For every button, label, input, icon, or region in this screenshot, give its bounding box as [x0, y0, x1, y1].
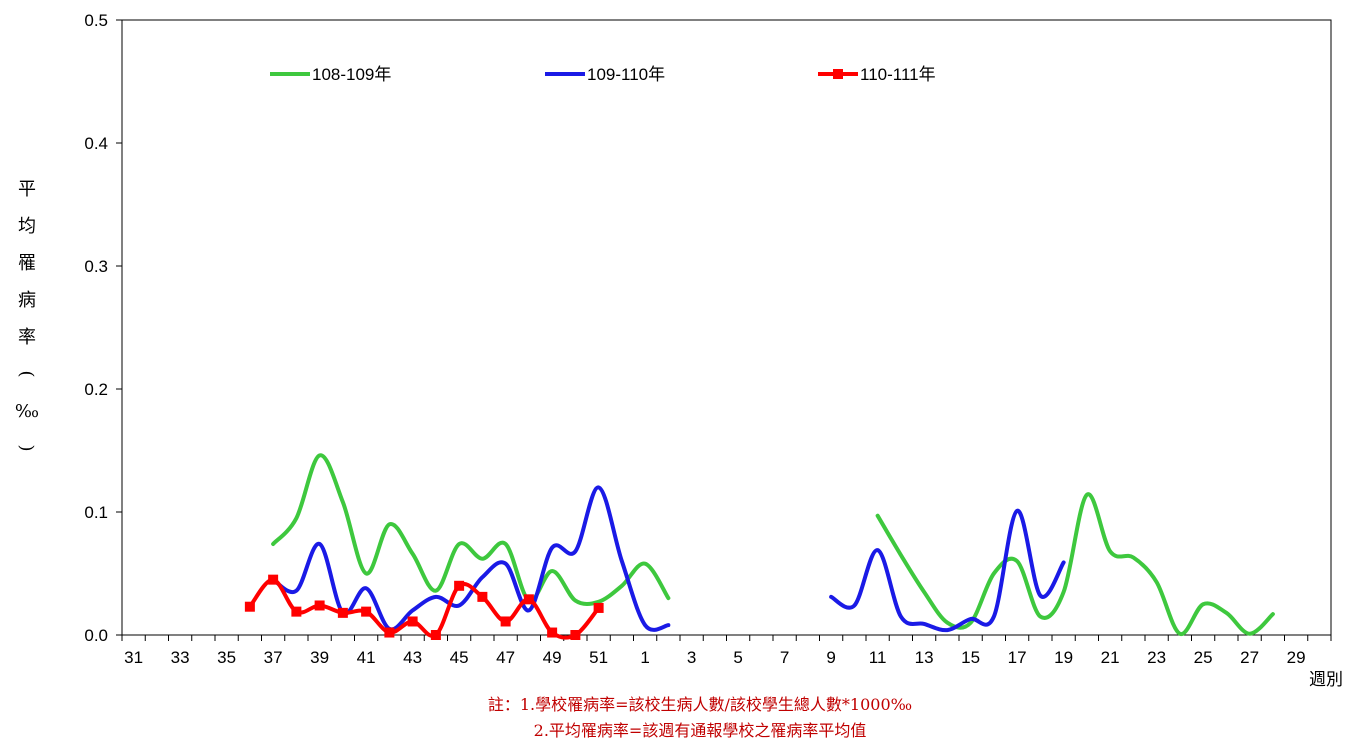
- x-tick-label: 27: [1240, 648, 1259, 667]
- x-tick-label: 45: [450, 648, 469, 667]
- data-point-marker: [593, 602, 604, 613]
- x-tick-label: 43: [403, 648, 422, 667]
- y-axis-label-char: 罹: [18, 253, 36, 274]
- x-tick-label: 51: [589, 648, 608, 667]
- data-point-marker: [314, 600, 325, 611]
- x-tick-label: 31: [124, 648, 143, 667]
- x-tick-label: 3: [687, 648, 696, 667]
- y-axis-label-char: (: [16, 370, 37, 377]
- legend: 108-109年 109-110年 110-111年: [270, 65, 936, 84]
- y-axis-label-char: ‰: [15, 401, 39, 422]
- x-tick-label: 35: [217, 648, 236, 667]
- y-axis-label-char: 均: [18, 216, 36, 237]
- series-lines: [244, 453, 1275, 640]
- series-3: [244, 574, 604, 640]
- x-tick-label: 21: [1101, 648, 1120, 667]
- series-line: [829, 508, 1066, 633]
- legend-label: 109-110年: [587, 65, 665, 84]
- footnote-line-2: 2.平均罹病率=該週有通報學校之罹病率平均值: [534, 721, 867, 740]
- data-point-marker: [430, 630, 441, 640]
- y-tick-label: 0.3: [84, 257, 108, 276]
- x-tick-label: 17: [1008, 648, 1027, 667]
- x-tick-label: 33: [171, 648, 190, 667]
- legend-item: 110-111年: [818, 65, 936, 84]
- x-tick-label: 1: [640, 648, 649, 667]
- series-2: [271, 485, 1066, 633]
- y-tick-label: 0.5: [84, 11, 108, 30]
- x-tick-label: 13: [915, 648, 934, 667]
- y-axis-label-char: 病: [18, 290, 36, 311]
- series-line: [875, 492, 1275, 636]
- data-point-marker: [547, 627, 558, 638]
- x-axis-label: 週別: [1309, 670, 1343, 690]
- data-point-marker: [500, 616, 511, 627]
- data-point-marker: [361, 606, 372, 617]
- x-tick-label: 11: [869, 648, 887, 667]
- x-tick-label: 41: [357, 648, 376, 667]
- x-tick-label: 9: [826, 648, 835, 667]
- x-tick-label: 7: [780, 648, 789, 667]
- data-point-marker: [268, 574, 279, 585]
- plot-frame: [121, 19, 1332, 636]
- data-point-marker: [454, 580, 465, 591]
- x-tick-label: 29: [1287, 648, 1306, 667]
- x-tick-label: 37: [264, 648, 283, 667]
- y-tick-label: 0.4: [84, 134, 108, 153]
- data-point-marker: [523, 594, 534, 605]
- data-point-marker: [477, 591, 488, 602]
- x-tick-label: 25: [1194, 648, 1213, 667]
- series-line: [271, 453, 671, 607]
- legend-item: 108-109年: [270, 65, 391, 84]
- data-point-marker: [384, 627, 395, 638]
- y-axis-label: 平均罹病率 ( ‰): [15, 179, 39, 452]
- data-point-marker: [291, 606, 302, 617]
- legend-marker: [833, 69, 843, 79]
- y-tick-label: 0.0: [84, 626, 108, 645]
- x-tick-label: 19: [1054, 648, 1073, 667]
- footnote-line-1: 註：1.學校罹病率=該校生病人數/該校學生總人數*1000‰: [488, 695, 912, 714]
- y-axis-label-char: 平: [18, 179, 36, 200]
- data-point-marker: [570, 630, 581, 640]
- series-1: [271, 453, 1275, 636]
- x-tick-label: 5: [733, 648, 742, 667]
- y-axis-ticks: 0.0 0.1 0.2 0.3 0.4 0.5: [84, 11, 122, 645]
- y-tick-label: 0.1: [84, 503, 108, 522]
- y-axis-label-char: 率: [18, 327, 36, 348]
- x-tick-label: 39: [310, 648, 329, 667]
- legend-label: 110-111年: [860, 65, 936, 84]
- data-point-marker: [244, 601, 255, 612]
- x-tick-label: 49: [543, 648, 562, 667]
- x-tick-label: 47: [496, 648, 515, 667]
- legend-label: 108-109年: [312, 65, 391, 84]
- x-tick-label: 15: [961, 648, 980, 667]
- y-axis-label-char: ): [16, 444, 37, 451]
- series-line: [247, 577, 601, 640]
- x-axis-ticks: 31 33 35 37 39 41 43 45 47 49 51 1 3 5 7 9 11 13 15 17 19 21 2…: [121, 635, 1332, 667]
- y-tick-label: 0.2: [84, 380, 108, 399]
- axes: [121, 19, 1332, 636]
- data-point-marker: [337, 607, 348, 618]
- x-tick-label: 23: [1147, 648, 1166, 667]
- legend-item: 109-110年: [545, 65, 665, 84]
- data-point-marker: [407, 616, 418, 627]
